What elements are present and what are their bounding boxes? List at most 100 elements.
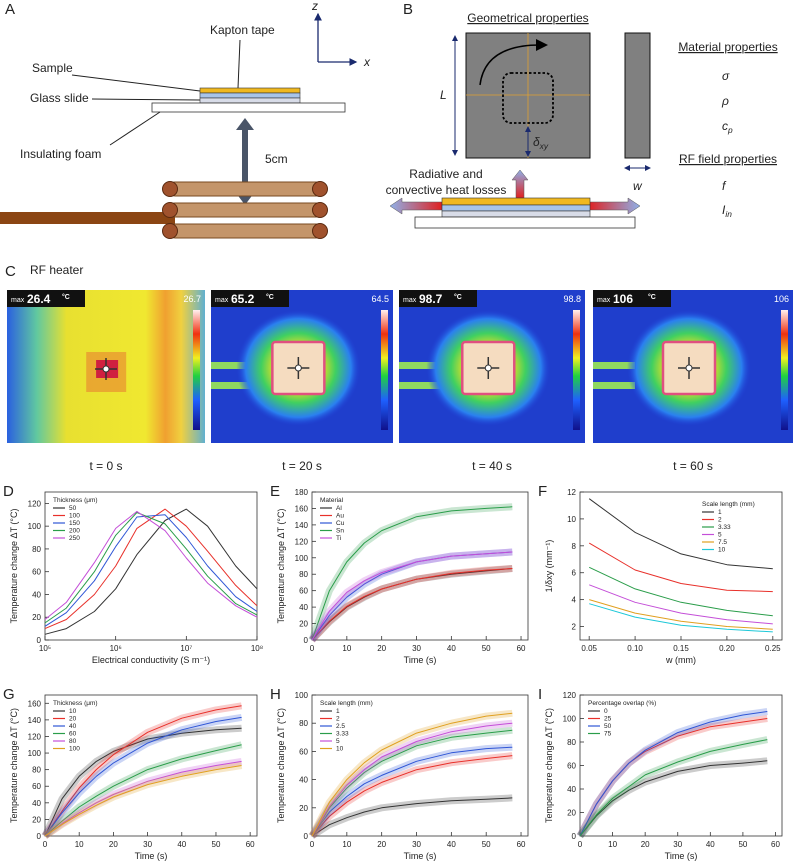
label: 106 xyxy=(774,294,789,304)
coil-end xyxy=(162,202,178,218)
y-tick-label: 100 xyxy=(295,554,309,563)
sample-layer xyxy=(199,92,301,99)
y-tick-label: 40 xyxy=(32,590,41,599)
stripe xyxy=(399,382,441,389)
distance-arrow xyxy=(236,118,254,205)
series-line xyxy=(311,746,513,837)
max-box xyxy=(211,290,289,307)
legend-label: 10 xyxy=(336,746,344,753)
series-line xyxy=(311,729,513,837)
y-tick-label: 0 xyxy=(37,832,42,841)
y-tick-label: 40 xyxy=(32,799,41,808)
y-axis-label: Temperature change ΔT (°C) xyxy=(276,708,286,823)
label: max xyxy=(403,297,417,304)
series-line xyxy=(44,716,242,837)
x-axis-label: Time (s) xyxy=(665,851,698,861)
label-sub: p xyxy=(727,125,733,135)
label: σ xyxy=(722,69,730,83)
y-tick-label: 40 xyxy=(299,776,308,785)
legend-label: Au xyxy=(336,513,344,520)
series-line xyxy=(311,506,513,641)
legend-label: 75 xyxy=(604,731,612,738)
y-tick-label: 80 xyxy=(299,719,308,728)
label: δxy xyxy=(533,135,549,151)
x-tick-label: 30 xyxy=(143,840,152,849)
label: Geometrical properties xyxy=(467,11,588,25)
series-line xyxy=(44,514,258,627)
label: max xyxy=(215,297,229,304)
y-tick-label: 2 xyxy=(572,623,577,632)
x-tick-label: 10⁶ xyxy=(110,644,122,653)
x-tick-label: 0.10 xyxy=(627,644,643,653)
leader xyxy=(91,98,201,101)
x-tick-label: 50 xyxy=(482,840,491,849)
legend-label: 10 xyxy=(69,708,77,715)
label: RF heater xyxy=(30,263,83,277)
thermal-frame: max 106 °C 106 xyxy=(593,290,793,443)
series-line xyxy=(588,566,773,617)
y-tick-label: 40 xyxy=(299,603,308,612)
series-line xyxy=(311,551,513,641)
panel-letter: I xyxy=(538,686,542,703)
y-tick-label: 40 xyxy=(567,785,576,794)
label: convective heat losses xyxy=(386,183,507,197)
panel-letter: F xyxy=(538,483,547,500)
label-sub: xy xyxy=(539,141,549,151)
x-tick-label: 0 xyxy=(310,644,315,653)
coil xyxy=(167,181,324,197)
y-tick-label: 12 xyxy=(567,488,576,497)
legend-label: 0 xyxy=(604,708,608,715)
legend-label: Ti xyxy=(336,535,341,542)
plot-frame xyxy=(44,491,258,641)
label: 64.5 xyxy=(371,294,389,304)
loss-arrow xyxy=(389,197,443,215)
series-line xyxy=(589,599,773,630)
loss-arrow xyxy=(511,169,529,199)
series-line xyxy=(311,797,513,837)
x-tick-label: 10⁵ xyxy=(39,644,51,653)
legend-label: Cu xyxy=(336,520,345,527)
series-line xyxy=(311,755,513,837)
x-tick-label: 10 xyxy=(342,644,351,653)
label: Insulating foam xyxy=(20,147,101,161)
y-tick-label: 100 xyxy=(563,715,577,724)
x-axis-label: Electrical conductivity (S m⁻¹) xyxy=(92,655,210,665)
sample-layer xyxy=(441,204,591,212)
label: C xyxy=(5,263,16,280)
x-tick-label: 20 xyxy=(109,840,118,849)
thermal-frame: max 98.7 °C 98.8 xyxy=(399,290,585,443)
leader xyxy=(71,74,201,92)
flow xyxy=(479,44,541,86)
stripe xyxy=(593,362,635,369)
legend-title: Material xyxy=(320,497,344,504)
legend-label: 5 xyxy=(336,738,340,745)
legend-label: 60 xyxy=(69,731,77,738)
coil xyxy=(167,202,324,218)
x-tick-label: 30 xyxy=(673,840,682,849)
legend-label: 50 xyxy=(604,723,612,730)
leader xyxy=(237,39,241,89)
x-tick-label: 40 xyxy=(177,840,186,849)
y-axis-label: Temperature change ΔT (°C) xyxy=(544,708,554,823)
y-tick-label: 60 xyxy=(32,782,41,791)
legend-label: 7.5 xyxy=(718,539,727,546)
label-main: δ xyxy=(533,135,540,149)
colorbar xyxy=(573,310,580,430)
label: 26.7 xyxy=(183,294,201,304)
series-line xyxy=(579,739,768,837)
label: °C xyxy=(648,293,656,301)
y-tick-label: 120 xyxy=(28,499,42,508)
cross-center xyxy=(294,364,302,372)
legend-label: 200 xyxy=(69,528,80,535)
label-main: c xyxy=(722,119,728,133)
label: Material properties xyxy=(678,40,777,54)
y-tick-label: 120 xyxy=(28,732,42,741)
plot-frame xyxy=(311,491,529,641)
label: w xyxy=(633,179,643,193)
y-tick-label: 80 xyxy=(567,738,576,747)
y-tick-label: 80 xyxy=(32,766,41,775)
x-tick-label: 10⁷ xyxy=(180,644,192,653)
thermal-frame: max 26.4 °C 26.7 xyxy=(7,290,205,443)
stripe xyxy=(593,382,635,389)
series-line xyxy=(44,512,258,624)
